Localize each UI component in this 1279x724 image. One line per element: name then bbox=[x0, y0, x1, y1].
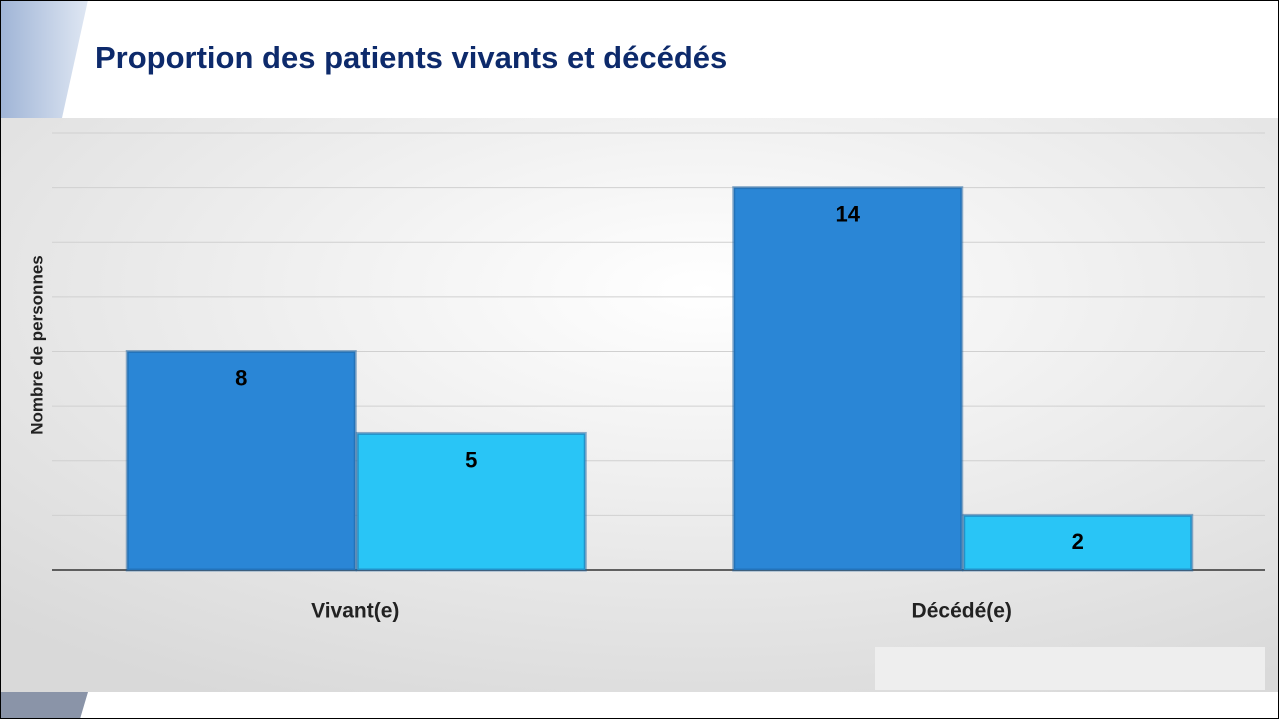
bar bbox=[355, 431, 587, 572]
data-label: 5 bbox=[465, 447, 477, 472]
y-axis-label: Nombre de personnes bbox=[27, 255, 46, 435]
data-label: 2 bbox=[1072, 529, 1084, 554]
bar bbox=[125, 350, 357, 572]
bar bbox=[962, 513, 1194, 572]
data-label: 8 bbox=[235, 365, 247, 390]
decoration bbox=[0, 0, 88, 118]
x-tick-label: Vivant(e) bbox=[311, 600, 399, 623]
bar bbox=[732, 186, 964, 572]
decoration bbox=[0, 692, 88, 719]
chart-title: Proportion des patients vivants et décéd… bbox=[95, 40, 727, 75]
x-tick-label: Décédé(e) bbox=[912, 600, 1012, 623]
legend-bg bbox=[875, 647, 1265, 690]
data-label: 14 bbox=[836, 201, 861, 226]
